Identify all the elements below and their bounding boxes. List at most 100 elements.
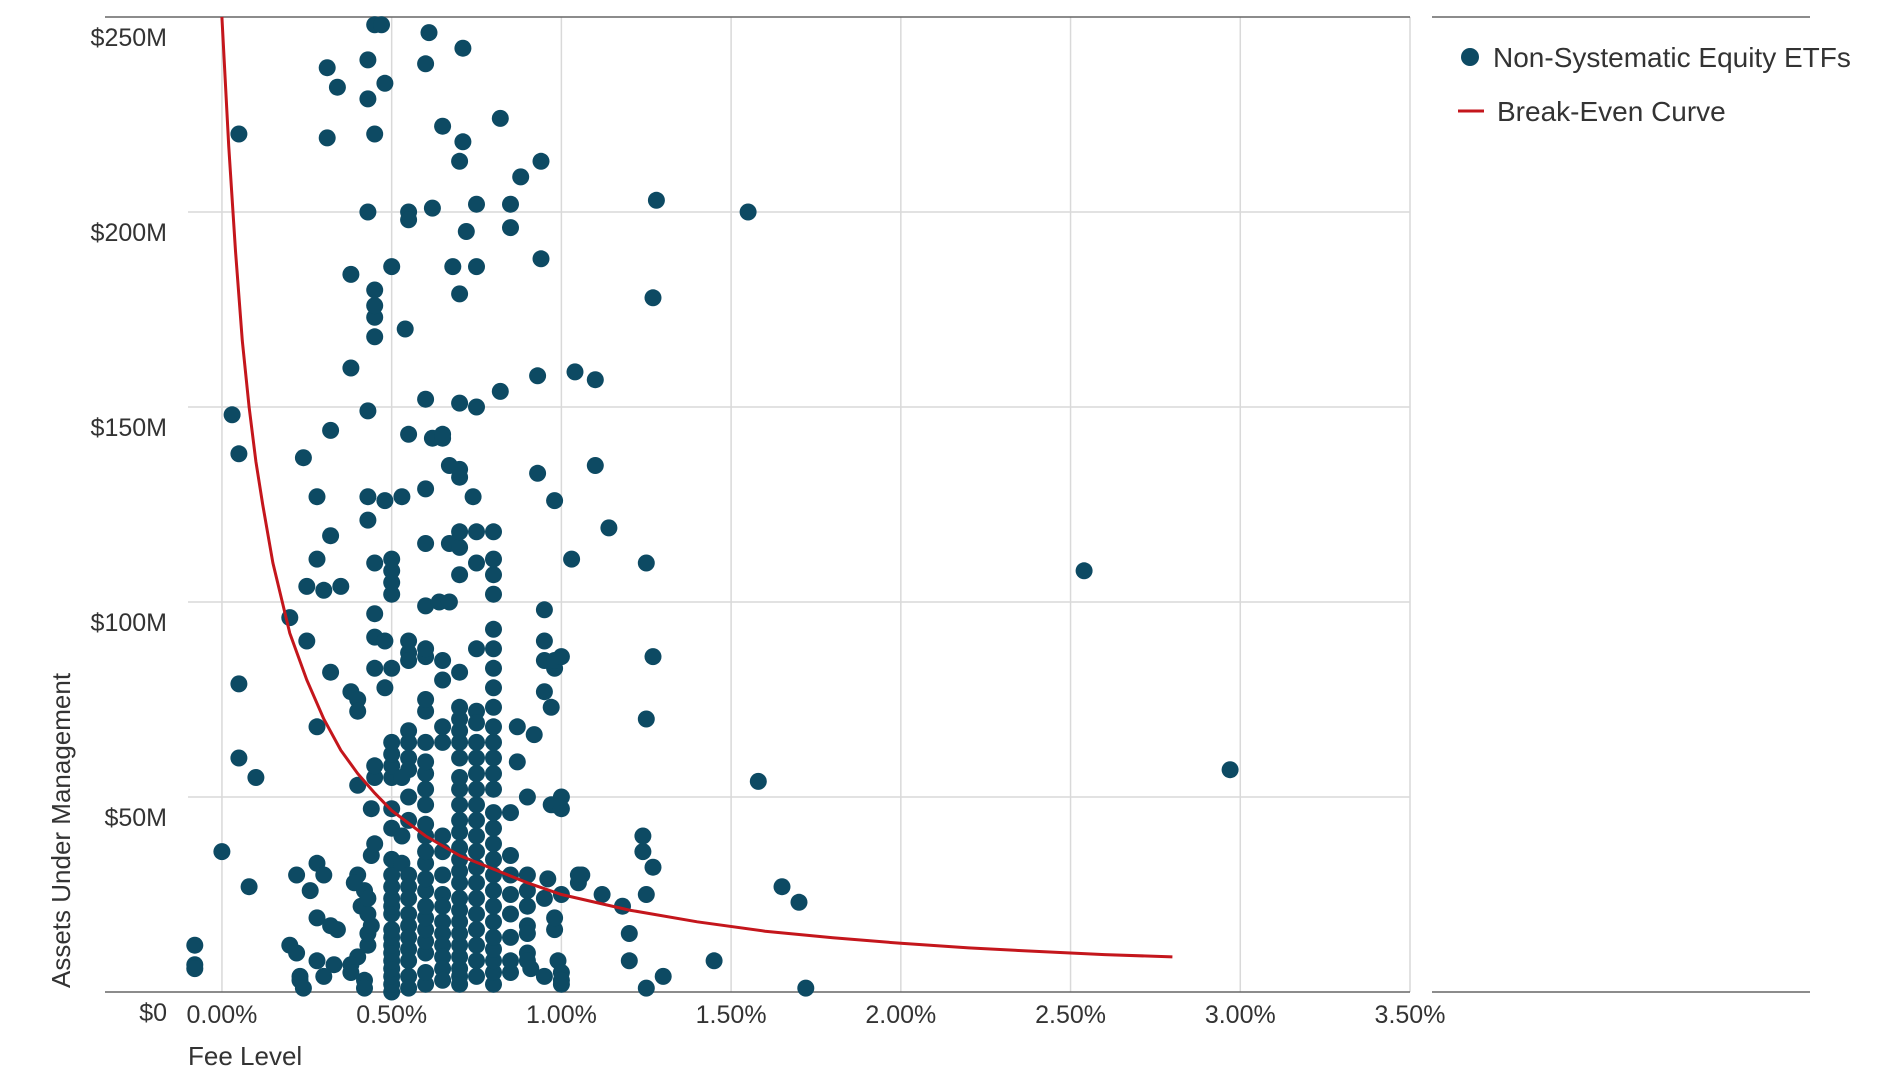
- data-point: [383, 866, 401, 884]
- data-point: [359, 402, 377, 420]
- data-point: [434, 671, 452, 689]
- data-point: [518, 882, 536, 900]
- data-point: [468, 523, 485, 541]
- y-axis-title: Assets Under Management: [46, 672, 76, 988]
- data-point: [383, 745, 401, 763]
- data-point: [383, 562, 401, 580]
- x-tick-label: 0.00%: [186, 1001, 257, 1029]
- x-axis-title: Fee Level: [188, 1041, 302, 1071]
- data-point: [400, 425, 418, 443]
- data-point: [417, 909, 435, 927]
- data-point: [485, 928, 502, 946]
- data-point: [247, 769, 265, 786]
- data-point: [342, 964, 360, 981]
- plot-frame: [105, 16, 1810, 993]
- data-point: [485, 698, 502, 716]
- data-point: [468, 780, 485, 798]
- data-point: [417, 753, 435, 771]
- data-point: [485, 850, 502, 868]
- data-point: [535, 601, 553, 619]
- data-point: [417, 843, 435, 861]
- data-point: [417, 390, 435, 408]
- data-point: [444, 258, 462, 276]
- data-point: [383, 550, 401, 568]
- data-point: [637, 554, 655, 572]
- data-point: [468, 796, 485, 814]
- data-point: [434, 117, 452, 135]
- data-point: [417, 535, 435, 552]
- data-point: [383, 889, 401, 907]
- data-point: [434, 925, 452, 942]
- data-point: [359, 905, 377, 923]
- data-point: [240, 878, 258, 896]
- data-point: [366, 554, 384, 572]
- data-point: [417, 733, 435, 751]
- data-point: [647, 191, 665, 209]
- data-point: [400, 722, 418, 740]
- data-point: [468, 967, 485, 985]
- data-point: [451, 769, 469, 786]
- data-point: [451, 710, 469, 728]
- data-point: [535, 967, 553, 985]
- data-point: [417, 640, 435, 658]
- data-point: [298, 577, 316, 595]
- legend: Non-Systematic Equity ETFs Break-Even Cu…: [1458, 42, 1851, 127]
- data-point: [356, 979, 373, 997]
- data-point: [502, 952, 519, 970]
- data-point: [451, 960, 469, 978]
- data-point: [308, 909, 326, 927]
- data-point: [400, 889, 418, 907]
- data-point: [376, 679, 394, 697]
- data-point: [451, 889, 469, 907]
- data-point: [518, 897, 536, 915]
- data-point: [288, 944, 306, 962]
- data-point: [485, 975, 502, 993]
- data-point: [400, 878, 418, 896]
- legend-marker-scatter: [1461, 48, 1479, 66]
- data-point: [308, 952, 326, 970]
- data-point: [400, 940, 418, 958]
- data-point: [417, 897, 435, 915]
- data-point: [298, 632, 316, 650]
- data-point: [468, 195, 485, 213]
- data-point: [434, 948, 452, 966]
- data-point: [451, 722, 469, 740]
- data-point: [485, 733, 502, 751]
- data-point: [417, 975, 435, 993]
- data-point: [359, 203, 377, 221]
- data-point: [485, 952, 502, 970]
- data-point: [468, 874, 485, 892]
- data-point: [502, 195, 519, 213]
- data-point: [522, 960, 540, 978]
- data-point: [468, 640, 485, 658]
- data-point: [288, 866, 306, 884]
- data-point: [332, 577, 350, 595]
- grid-lines: [188, 17, 1411, 992]
- scatter-points: [186, 16, 1239, 1001]
- data-point: [366, 308, 384, 326]
- data-point: [468, 827, 485, 845]
- data-point: [383, 659, 401, 677]
- data-point: [485, 523, 502, 541]
- data-point: [485, 780, 502, 798]
- data-point: [485, 749, 502, 767]
- data-point: [502, 847, 519, 864]
- data-point: [366, 125, 384, 143]
- data-point: [393, 769, 411, 786]
- data-point: [294, 449, 312, 467]
- data-point: [749, 772, 767, 790]
- data-point: [342, 265, 360, 283]
- data-point: [366, 659, 384, 677]
- data-point: [376, 492, 394, 510]
- data-point: [468, 749, 485, 767]
- x-tick-label: 3.50%: [1375, 1001, 1446, 1029]
- y-tick-label: $50M: [104, 804, 167, 832]
- data-point: [366, 605, 384, 623]
- data-point: [620, 925, 638, 942]
- data-point: [637, 886, 655, 903]
- data-point: [400, 733, 418, 751]
- data-point: [457, 223, 475, 240]
- data-point: [566, 363, 584, 381]
- data-point: [451, 948, 469, 966]
- data-point: [485, 765, 502, 783]
